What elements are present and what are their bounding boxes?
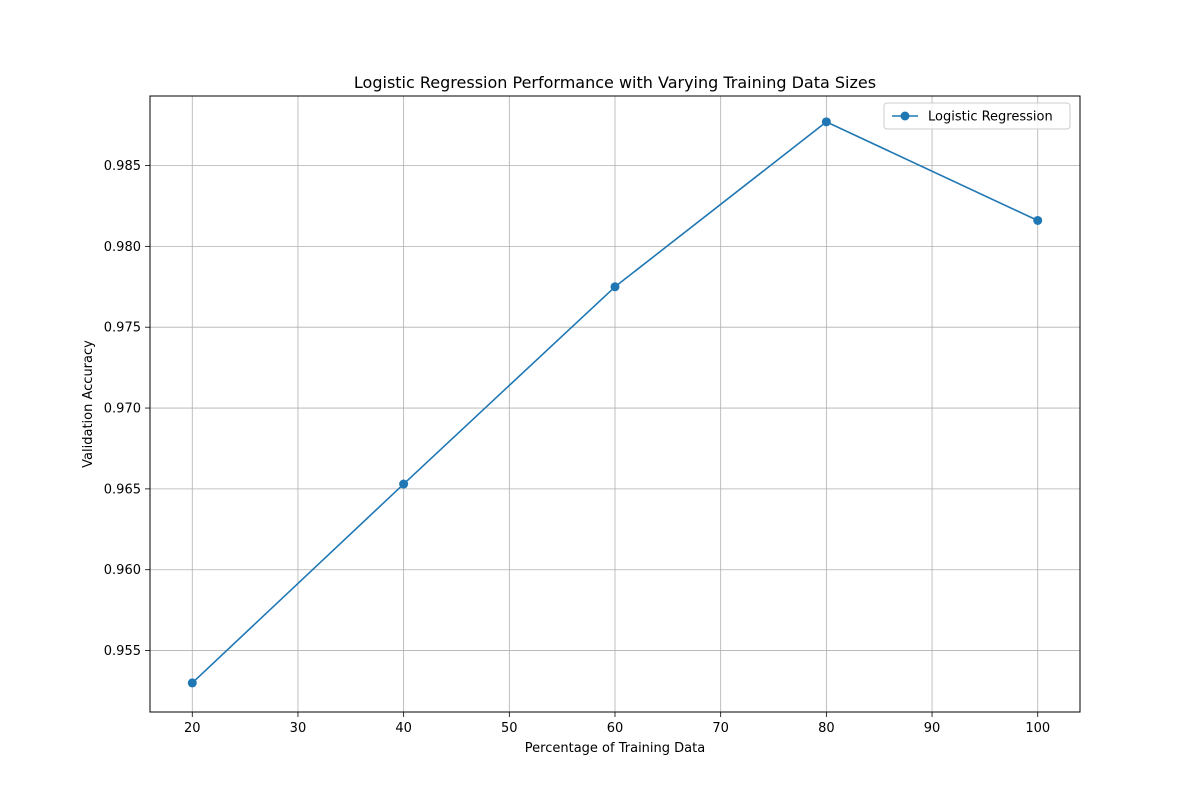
chart-title: Logistic Regression Performance with Var… — [354, 73, 876, 92]
y-tick-label: 0.975 — [104, 321, 141, 336]
x-tick-label: 90 — [924, 721, 941, 736]
data-point — [187, 678, 197, 688]
x-tick-label: 70 — [712, 721, 729, 736]
y-tick-label: 0.970 — [104, 402, 141, 417]
x-tick-label: 50 — [501, 721, 518, 736]
x-tick-label: 40 — [395, 721, 412, 736]
x-tick-label: 100 — [1025, 721, 1050, 736]
data-point — [1033, 215, 1043, 225]
data-point — [821, 117, 831, 127]
x-axis-label: Percentage of Training Data — [525, 741, 705, 756]
grid — [150, 96, 1080, 712]
x-tick-label: 80 — [818, 721, 835, 736]
data-point — [610, 282, 620, 292]
data-point — [399, 479, 409, 489]
legend-label: Logistic Regression — [928, 110, 1053, 125]
y-tick-label: 0.955 — [104, 644, 141, 659]
y-tick-label: 0.965 — [104, 482, 141, 497]
y-axis-label: Validation Accuracy — [81, 340, 96, 468]
y-tick-label: 0.985 — [104, 159, 141, 174]
legend-box — [883, 102, 1071, 130]
y-tick-label: 0.980 — [104, 240, 141, 255]
series — [187, 117, 1043, 688]
legend-marker — [900, 111, 910, 121]
legend: Logistic Regression — [883, 102, 1071, 130]
y-tick-label: 0.960 — [104, 563, 141, 578]
x-tick-label: 30 — [290, 721, 307, 736]
x-tick-label: 60 — [607, 721, 624, 736]
x-tick-label: 20 — [184, 721, 201, 736]
axis-ticks: 20 30 40 50 60 70 80 90 100 0.955 0.960 0.965 0.970 0… — [104, 159, 1050, 736]
